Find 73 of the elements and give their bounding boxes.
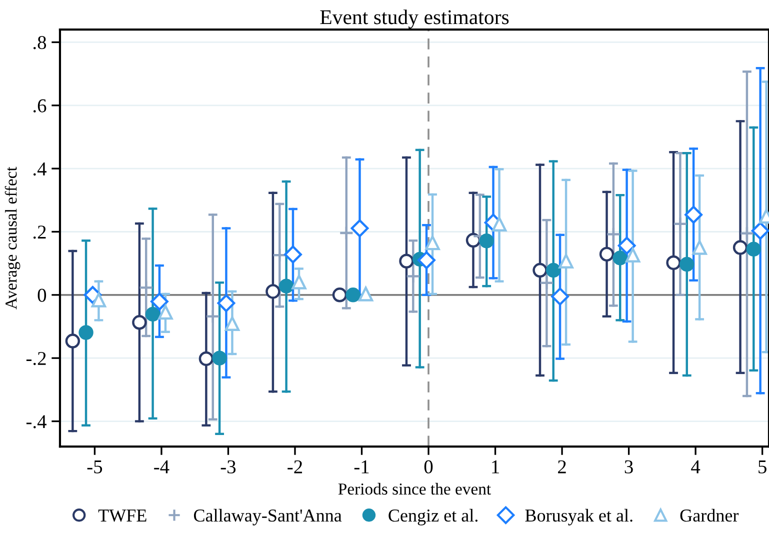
y-tick-label: 0: [38, 288, 46, 302]
point: [212, 350, 227, 366]
point: [532, 262, 548, 278]
point: [612, 250, 628, 266]
point: [551, 288, 569, 306]
point: [346, 288, 360, 302]
point: [406, 268, 421, 284]
point: [399, 254, 414, 268]
x-tick-label: -1: [354, 460, 369, 474]
y-tick-label: .4: [33, 162, 46, 176]
point: [284, 246, 302, 264]
point: [751, 222, 769, 240]
point: [358, 286, 374, 302]
x-tick-label: -4: [154, 460, 170, 474]
y-axis-title: Average causal effect: [4, 166, 20, 310]
point: [65, 334, 80, 348]
point: [618, 236, 636, 255]
y-tick-label: .2: [33, 226, 46, 239]
point: [740, 226, 754, 241]
legend-label: Callaway-Sant'Anna: [194, 508, 342, 526]
point: [672, 216, 688, 232]
point: [198, 351, 214, 366]
point: [684, 206, 703, 224]
chart-title: Event study estimators: [320, 10, 509, 29]
point: [606, 226, 621, 242]
x-tick-label: -2: [288, 460, 302, 474]
point: [625, 248, 640, 262]
point: [138, 280, 154, 296]
point: [150, 292, 168, 311]
y-tick-label: -.4: [26, 415, 46, 428]
x-tick-label: 3: [624, 460, 633, 474]
point: [558, 254, 574, 268]
legend-label: Gardner: [680, 508, 739, 522]
point: [217, 294, 236, 312]
legend-label: Cengiz et al.: [388, 508, 478, 526]
point: [266, 284, 280, 299]
x-tick-label: 2: [558, 460, 566, 474]
point: [418, 251, 436, 270]
x-axis-title: Periods since the event: [338, 482, 491, 495]
x-tick-label: -3: [220, 460, 236, 474]
point: [746, 242, 762, 256]
point: [78, 325, 94, 340]
point: [666, 255, 681, 270]
point: [599, 246, 614, 262]
legend-label: Borusyak et al.: [525, 508, 632, 526]
x-tick-label: 0: [424, 460, 433, 474]
point: [206, 309, 220, 324]
point: [272, 248, 287, 262]
point: [492, 216, 507, 232]
point: [680, 256, 694, 272]
point: [425, 235, 440, 250]
point: [224, 316, 240, 332]
point: [546, 262, 561, 278]
x-tick-label: 5: [758, 460, 766, 474]
x-tick-label: 1: [492, 460, 499, 474]
point: [332, 288, 348, 302]
point: [732, 240, 748, 255]
point: [158, 304, 173, 320]
point: [292, 274, 306, 290]
y-tick-label: .6: [33, 99, 46, 112]
point: [339, 226, 354, 240]
point: [350, 219, 369, 238]
point: [132, 315, 147, 330]
y-tick-label: .8: [33, 36, 46, 50]
point: [539, 276, 554, 290]
x-tick-label: 4: [691, 460, 700, 474]
point: [145, 306, 160, 322]
point: [479, 234, 494, 248]
y-tick-label: -.2: [26, 352, 46, 366]
point: [278, 278, 294, 294]
point: [692, 240, 707, 255]
x-tick-label: -5: [87, 460, 102, 474]
legend-label: TWFE: [98, 510, 146, 522]
